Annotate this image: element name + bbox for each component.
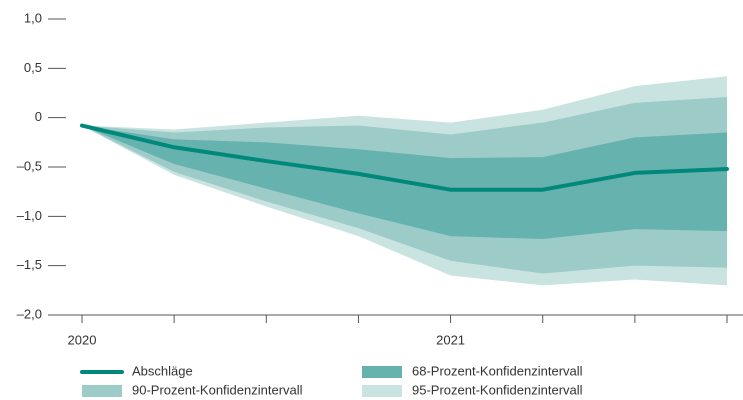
y-tick-label: 0,5 <box>24 60 42 75</box>
legend-label: 95-Prozent-Konfidenzintervall <box>412 382 583 397</box>
line <box>80 123 729 192</box>
legend-label: Abschläge <box>132 363 193 378</box>
y-tick-label: –2,0 <box>17 306 42 321</box>
x-tick-label: 2020 <box>68 332 97 347</box>
y-tick-label: –0,5 <box>17 158 42 173</box>
legend-swatch <box>362 366 402 378</box>
y-tick-label: 1,0 <box>24 10 42 25</box>
y-tick-label: 0 <box>35 109 42 124</box>
legend-label: 68-Prozent-Konfidenzintervall <box>412 363 583 378</box>
x-tick-label: 2021 <box>436 332 465 347</box>
legend-label: 90-Prozent-Konfidenzintervall <box>132 382 303 397</box>
legend-swatch <box>362 385 402 397</box>
y-tick-label: –1,0 <box>17 208 42 223</box>
y-tick-label: –1,5 <box>17 257 42 272</box>
legend-swatch <box>82 385 122 397</box>
